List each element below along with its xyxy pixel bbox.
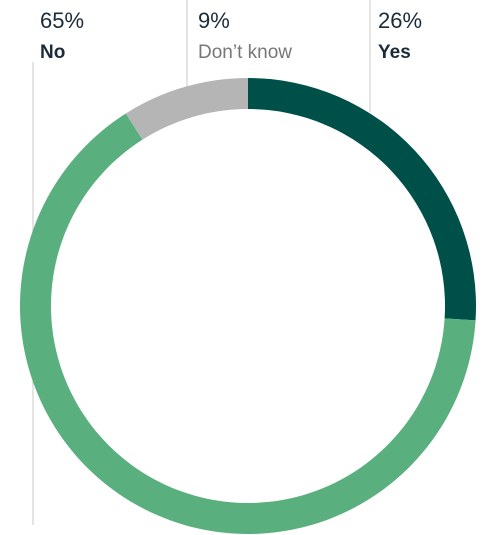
- category-label: Yes: [378, 42, 411, 63]
- category-label: Don’t know: [198, 42, 292, 63]
- value-label: 26%: [378, 8, 422, 33]
- value-label: 65%: [40, 8, 84, 33]
- donut-segment: [248, 78, 476, 321]
- category-label: No: [40, 42, 65, 63]
- donut-segment: [125, 78, 248, 140]
- value-label: 9%: [198, 8, 230, 33]
